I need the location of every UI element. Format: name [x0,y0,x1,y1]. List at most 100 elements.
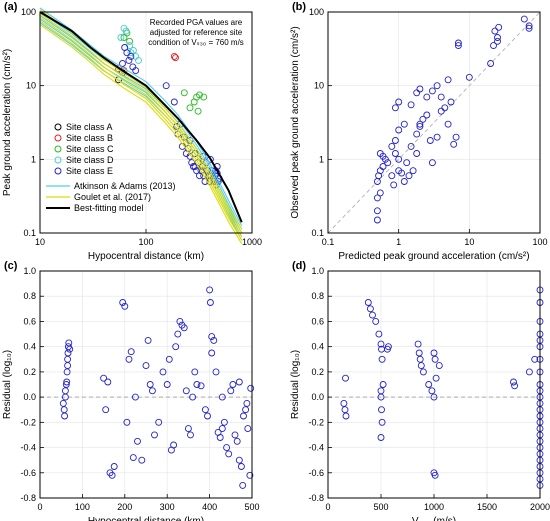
data-point [182,387,190,395]
data-point [229,381,237,388]
data-point [119,299,127,306]
series-0 [59,286,255,489]
reference-line [327,11,541,234]
x-axis-label: Hypocentral distance (km) [88,251,204,262]
data-point [395,126,403,134]
data-point [242,406,250,414]
data-point [437,93,445,101]
legend-label: Site class D [66,155,114,165]
x-tick-label: 100 [75,502,90,512]
y-tick-label: 10 [314,81,324,91]
data-point [413,150,421,157]
data-point [525,24,533,32]
x-tick-label: 1500 [477,502,497,512]
data-point [62,381,70,388]
data-point [132,67,140,75]
plot-frame [327,11,541,234]
data-point [200,93,208,101]
x-tick-label: 100 [138,237,153,247]
data-point [384,343,392,351]
data-point [432,374,440,382]
y-tick-label: 100 [309,7,324,17]
x-tick-label: 200 [117,502,132,512]
x-tick-label: 400 [202,502,217,512]
plot-area [40,271,252,498]
x-tick-label: 10 [464,237,474,247]
chart-panel-0: 10 100 1000 0.1 1 10 100 Hypocentral distance (… [2,1,262,262]
data-point [155,418,163,426]
data-point [378,406,385,414]
data-point [193,381,201,388]
model-curve [39,24,243,244]
chart-panel-3: 0 500 1000 1500 2000 -0.8 -0.6 -0.4 -0.2 0.0 0.2 0.… [290,260,550,521]
data-point [142,362,150,370]
data-point [388,172,396,180]
data-point [400,178,408,185]
data-point [454,39,462,47]
data-point [398,169,406,177]
series-3 [117,24,142,64]
data-point [196,91,203,99]
y-tick-label: -0.6 [20,468,36,478]
y-tick-label: 0.1 [23,228,36,238]
data-point [102,406,110,414]
data-point [525,22,533,30]
legend-label: Site class A [66,122,113,132]
model-line [39,11,243,223]
x-tick-label: 500 [244,502,259,512]
series-0 [373,15,533,224]
data-point [494,34,501,41]
data-point [223,444,231,452]
y-tick-label: 1 [31,154,36,164]
x-tick-label: 0 [325,502,330,512]
data-point [218,425,226,433]
data-point [206,286,214,294]
y-tick-label: 1.0 [311,266,324,276]
legend-label: Site class B [66,133,113,143]
data-point [377,434,385,441]
data-point [121,302,129,310]
data-point [129,454,137,462]
y-tick-label: 10 [26,81,36,91]
y-axis-label: Peak ground acceleration (cm/s²) [2,49,13,196]
data-point [197,382,205,390]
data-point [379,381,387,388]
data-point [390,181,398,189]
data-point [123,49,131,57]
data-point [180,89,188,97]
data-point [395,155,403,163]
x-tick-label: 1000 [242,237,262,247]
data-point [342,374,349,382]
annotation-line: Recorded PGA values are [150,18,243,27]
data-point [419,115,427,123]
data-point [417,362,425,370]
data-point [240,412,247,420]
legend-label: Best-fitting model [74,203,144,213]
data-point [416,120,424,128]
data-point [378,418,386,426]
data-point [444,76,452,84]
data-point [391,137,399,144]
data-point [176,317,184,325]
data-point [194,107,202,115]
y-tick-label: 0.0 [23,392,36,402]
legend-label: Atkinson & Adams (2013) [74,181,176,191]
data-point [189,393,197,401]
data-point [174,330,182,338]
data-point [373,207,381,215]
data-point [208,349,216,357]
panel-label: (c) [4,260,18,272]
chart-panel-2: 0 100 200 300 400 500 -0.8 -0.6 -0.4 -0.2 0.0 0.2 0.… [2,260,260,521]
data-point [340,399,348,407]
legend-label: Site class C [66,144,114,154]
data-point [117,34,125,41]
data-point [425,381,433,388]
data-point [490,42,497,50]
data-point [184,425,192,433]
data-point [378,355,386,363]
data-point [159,368,167,376]
data-point [172,54,179,62]
data-point [431,471,439,479]
y-axis-label: Residual (log₁₀) [2,350,13,419]
